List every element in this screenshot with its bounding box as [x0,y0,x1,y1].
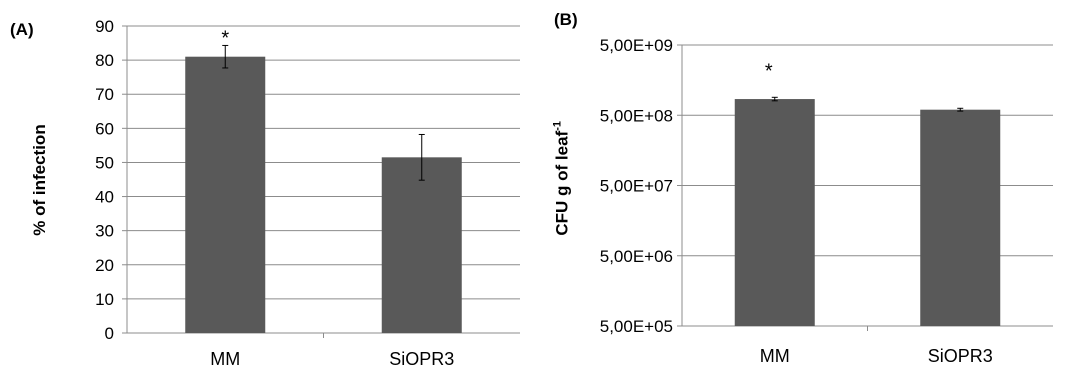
chart-panel-b: (B) CFU g of leaf-1 5,00E+05 5,00E+06 5,00… [540,0,1067,372]
x-tick-label: SiOPR3 [389,349,454,369]
bar [185,56,266,333]
y-tick-label: 5,00E+06 [600,247,673,266]
x-tick-label: MM [210,349,240,369]
bar [734,99,815,326]
x-tick-label: MM [760,346,790,366]
y-tick-label: 70 [95,85,114,104]
bar-chart-b: 5,00E+05 5,00E+06 5,00E+07 5,00E+08 5,00E+09… [600,36,1053,366]
bar [920,109,1001,326]
y-tick-label: 80 [95,51,114,70]
y-tick-label: 50 [95,153,114,172]
significance-marker: * [221,27,229,49]
bar-chart-a: 0 10 20 30 40 50 60 70 80 90 * MM SiOPR3 [95,17,520,369]
y-tick-label: 5,00E+05 [600,317,673,336]
y-tick-label: 5,00E+08 [600,106,673,125]
y-tick-label: 5,00E+07 [600,177,673,196]
x-tick-label: SiOPR3 [928,346,993,366]
y-tick-label: 90 [95,17,114,36]
y-tick-label: 10 [95,290,114,309]
y-tick-label: 30 [95,222,114,241]
significance-marker: * [765,60,773,82]
y-tick-label: 20 [95,256,114,275]
bar [381,157,462,333]
y-tick-label: 40 [95,188,114,207]
panel-label-a: (A) [10,20,34,39]
y-tick-label: 60 [95,119,114,138]
panel-label-b: (B) [554,10,578,29]
chart-panel-a: (A) % of infection 0 10 20 30 40 50 60 70 80 90 * M… [10,17,520,369]
y-tick-label: 0 [105,324,114,343]
y-tick-label: 5,00E+09 [600,36,673,55]
